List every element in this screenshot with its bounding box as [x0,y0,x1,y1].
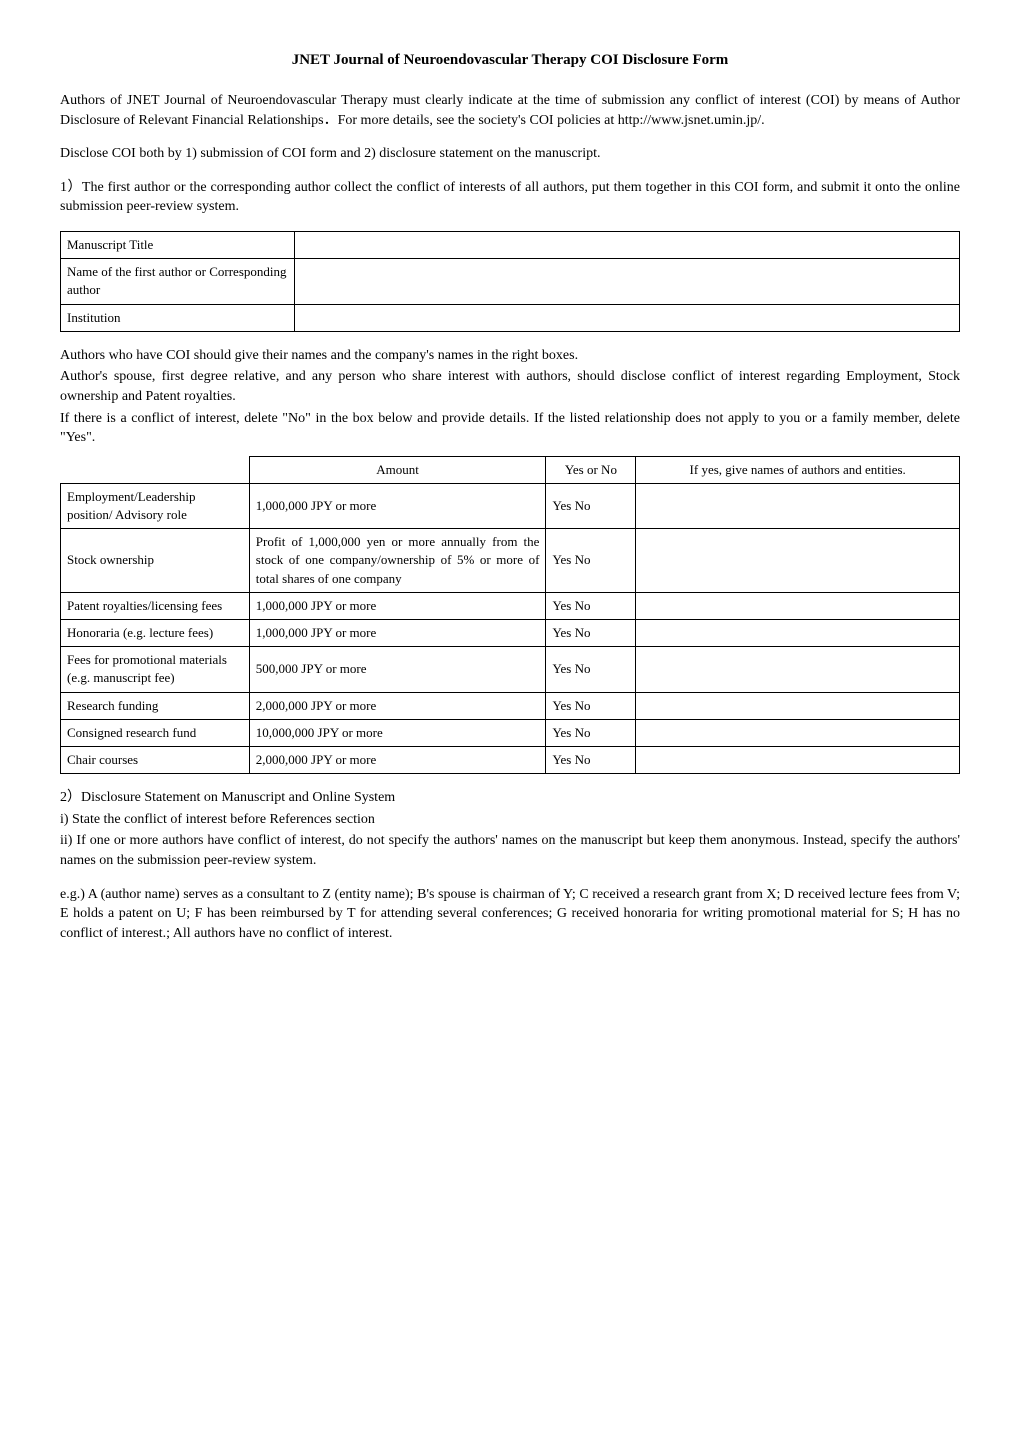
step-2-i: i) State the conflict of interest before… [60,810,960,830]
manuscript-title-value[interactable] [294,231,959,258]
table-row: Stock ownership Profit of 1,000,000 yen … [61,529,960,593]
coi-amount: Profit of 1,000,000 yen or more annually… [249,529,546,593]
table-row: Patent royalties/licensing fees 1,000,00… [61,592,960,619]
coi-yesno[interactable]: Yes No [546,483,636,528]
authors-note-3: If there is a conflict of interest, dele… [60,409,960,448]
coi-item: Employment/Leadership position/ Advisory… [61,483,250,528]
example-paragraph: e.g.) A (author name) serves as a consul… [60,885,960,944]
coi-amount: 1,000,000 JPY or more [249,592,546,619]
manuscript-title-label: Manuscript Title [61,231,295,258]
coi-yesno[interactable]: Yes No [546,692,636,719]
coi-amount: 10,000,000 JPY or more [249,719,546,746]
coi-names[interactable] [636,529,960,593]
coi-names[interactable] [636,592,960,619]
table-row: Manuscript Title [61,231,960,258]
coi-amount: 500,000 JPY or more [249,647,546,692]
coi-yesno[interactable]: Yes No [546,746,636,773]
table-row: Chair courses 2,000,000 JPY or more Yes … [61,746,960,773]
table-row: Consigned research fund 10,000,000 JPY o… [61,719,960,746]
coi-names[interactable] [636,620,960,647]
coi-names[interactable] [636,719,960,746]
coi-header-names: If yes, give names of authors and entiti… [636,456,960,483]
table-row: Research funding 2,000,000 JPY or more Y… [61,692,960,719]
institution-value[interactable] [294,304,959,331]
step-2: 2）Disclosure Statement on Manuscript and… [60,788,960,808]
coi-amount: 2,000,000 JPY or more [249,692,546,719]
coi-yesno[interactable]: Yes No [546,529,636,593]
author-name-label: Name of the first author or Correspondin… [61,259,295,304]
disclose-line: Disclose COI both by 1) submission of CO… [60,144,960,164]
coi-header-blank [61,456,250,483]
table-row: Honoraria (e.g. lecture fees) 1,000,000 … [61,620,960,647]
coi-header-row: Amount Yes or No If yes, give names of a… [61,456,960,483]
author-name-value[interactable] [294,259,959,304]
coi-header-amount: Amount [249,456,546,483]
coi-names[interactable] [636,483,960,528]
table-row: Fees for promotional materials (e.g. man… [61,647,960,692]
coi-names[interactable] [636,692,960,719]
step-1: 1）The first author or the corresponding … [60,178,960,217]
authors-note-1: Authors who have COI should give their n… [60,346,960,366]
page-title: JNET Journal of Neuroendovascular Therap… [60,50,960,71]
coi-yesno[interactable]: Yes No [546,592,636,619]
institution-label: Institution [61,304,295,331]
coi-names[interactable] [636,746,960,773]
table-row: Name of the first author or Correspondin… [61,259,960,304]
authors-note-2: Author's spouse, first degree relative, … [60,367,960,406]
coi-header-yesno: Yes or No [546,456,636,483]
coi-item: Honoraria (e.g. lecture fees) [61,620,250,647]
coi-names[interactable] [636,647,960,692]
coi-amount: 1,000,000 JPY or more [249,620,546,647]
coi-item: Research funding [61,692,250,719]
intro-paragraph: Authors of JNET Journal of Neuroendovasc… [60,91,960,130]
coi-yesno[interactable]: Yes No [546,719,636,746]
manuscript-info-table: Manuscript Title Name of the first autho… [60,231,960,332]
table-row: Employment/Leadership position/ Advisory… [61,483,960,528]
coi-amount: 1,000,000 JPY or more [249,483,546,528]
coi-item: Chair courses [61,746,250,773]
coi-amount: 2,000,000 JPY or more [249,746,546,773]
coi-yesno[interactable]: Yes No [546,647,636,692]
coi-item: Patent royalties/licensing fees [61,592,250,619]
coi-item: Stock ownership [61,529,250,593]
coi-yesno[interactable]: Yes No [546,620,636,647]
coi-table: Amount Yes or No If yes, give names of a… [60,456,960,774]
coi-item: Consigned research fund [61,719,250,746]
coi-item: Fees for promotional materials (e.g. man… [61,647,250,692]
table-row: Institution [61,304,960,331]
step-2-ii: ii) If one or more authors have conflict… [60,831,960,870]
